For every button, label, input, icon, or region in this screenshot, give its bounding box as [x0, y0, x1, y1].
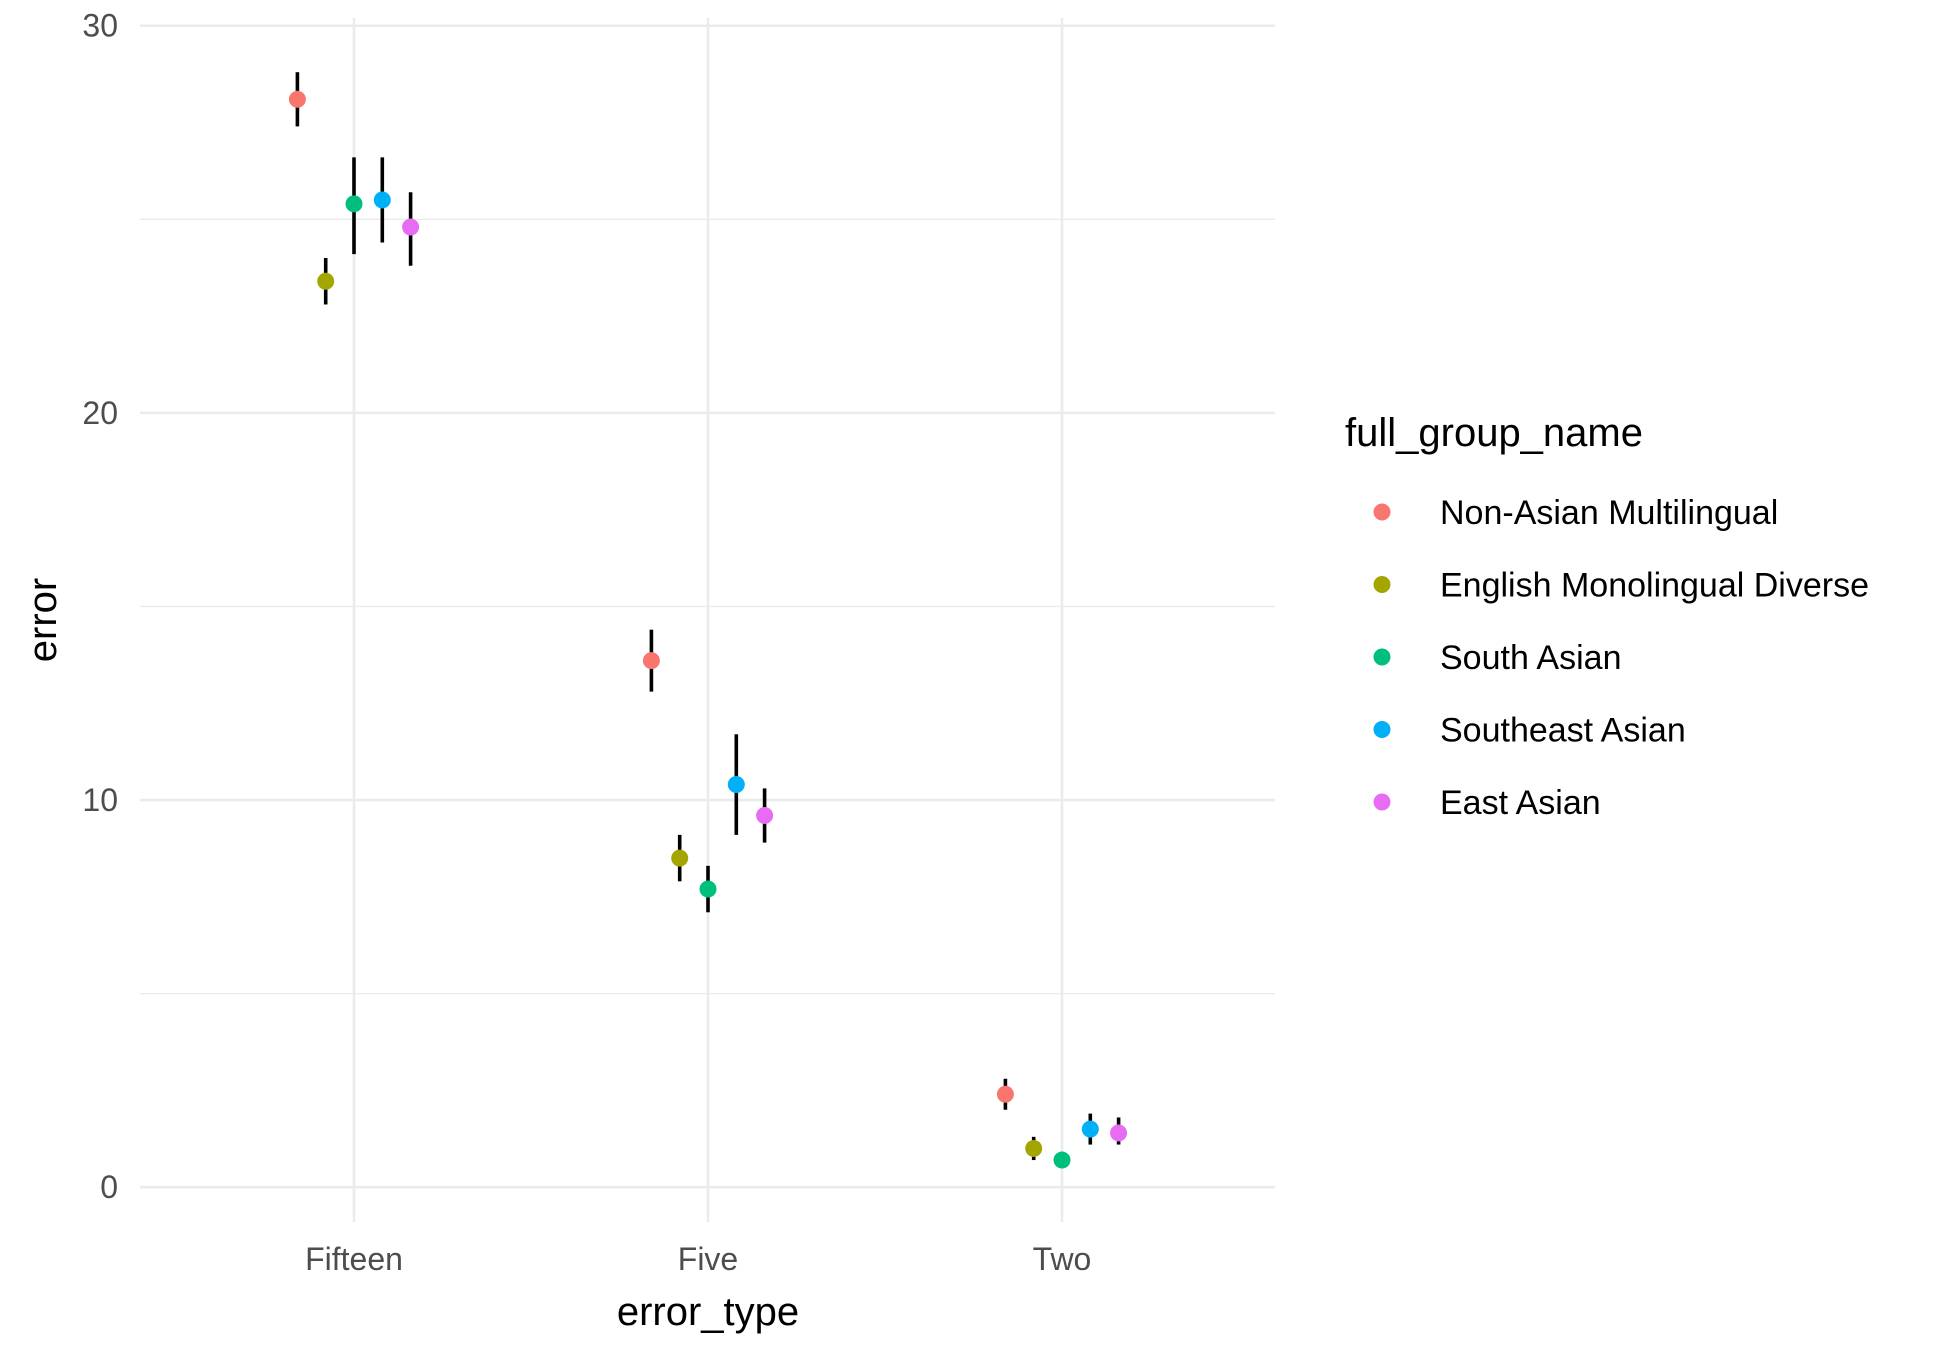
legend-key — [1373, 648, 1391, 666]
data-point — [317, 272, 335, 290]
data-point — [756, 807, 774, 825]
legend-label: Non-Asian Multilingual — [1440, 494, 1778, 532]
data-point — [402, 218, 420, 236]
y-tick-label: 20 — [82, 395, 118, 431]
x-axis-title: error_type — [617, 1290, 799, 1334]
data-point — [642, 652, 660, 670]
data-point — [1053, 1151, 1071, 1169]
data-points — [288, 90, 1128, 1169]
legend-label: South Asian — [1440, 639, 1621, 677]
grid — [140, 18, 1275, 1222]
y-tick-label: 0 — [100, 1169, 118, 1205]
data-point — [1110, 1124, 1128, 1142]
legend-label: East Asian — [1440, 784, 1601, 822]
legend-key — [1373, 721, 1391, 738]
legend-key — [1373, 503, 1391, 521]
legend: full_group_name Non-Asian Multilingual Eng… — [1345, 411, 1869, 822]
data-point — [1025, 1139, 1043, 1157]
data-point — [671, 849, 689, 867]
data-point — [345, 195, 363, 213]
x-tick-label: Five — [678, 1241, 738, 1277]
data-point — [699, 880, 717, 898]
legend-key — [1373, 793, 1391, 811]
data-point — [1081, 1120, 1099, 1138]
legend-key — [1373, 576, 1391, 593]
y-tick-label: 10 — [82, 782, 118, 818]
x-tick-label: Two — [1033, 1241, 1092, 1277]
x-tick-label: Fifteen — [305, 1241, 403, 1277]
y-axis-title: error — [21, 578, 65, 662]
legend-title: full_group_name — [1345, 411, 1643, 455]
data-point — [373, 191, 391, 209]
legend-label: English Monolingual Diverse — [1440, 567, 1869, 605]
data-point — [727, 776, 745, 794]
axes: 0 10 20 30 Fifteen Five Two — [82, 8, 1091, 1277]
y-tick-label: 30 — [82, 8, 118, 44]
data-point — [996, 1085, 1014, 1103]
legend-label: Southeast Asian — [1440, 712, 1686, 750]
data-point — [288, 90, 306, 108]
